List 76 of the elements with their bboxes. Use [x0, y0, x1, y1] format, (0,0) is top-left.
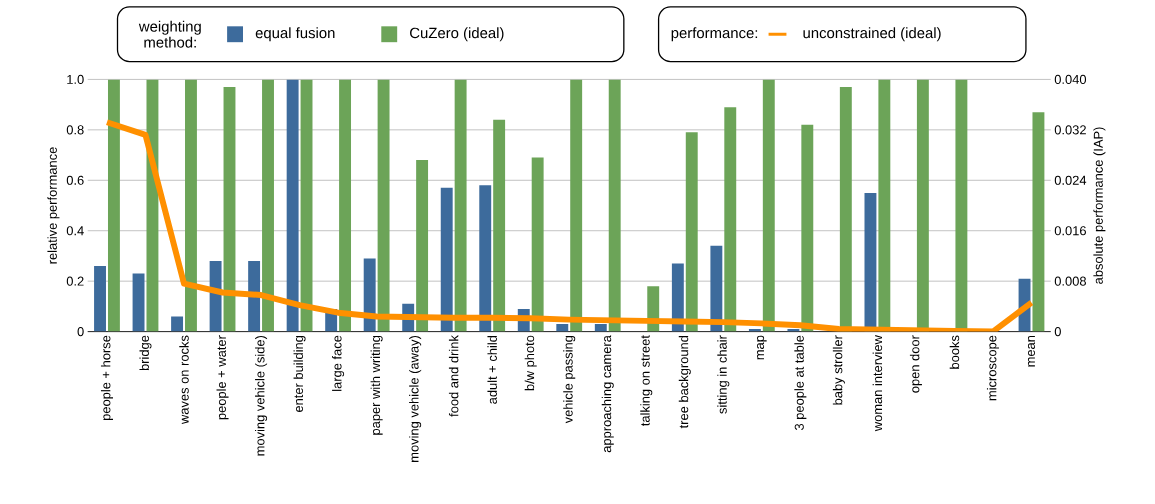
y2-tick-label: 0.032: [1054, 125, 1086, 135]
bar: [262, 79, 274, 332]
x-tick-label: paper with writing: [370, 335, 383, 435]
bar: [171, 316, 184, 332]
y2-tick-label: 0.040: [1054, 74, 1087, 84]
bar: [479, 185, 492, 332]
y-tick-label: 0.6: [66, 175, 84, 185]
bar: [671, 263, 684, 332]
bar: [209, 260, 222, 332]
x-tick-label: woman interview: [872, 334, 883, 432]
bar: [377, 79, 390, 332]
x-tick-label: large face: [332, 335, 345, 391]
x-tick-label: talking on street: [640, 335, 653, 426]
y-tick-label: 0: [77, 326, 84, 336]
x-tick-label: vehicle passing: [563, 335, 576, 424]
x-tick-label: adult + child: [487, 335, 497, 404]
bar: [801, 124, 814, 332]
text: performance:: [671, 27, 758, 41]
bar: [248, 260, 261, 332]
x-tick-label: waves on rocks: [179, 335, 189, 424]
x-tick-label: bridge: [139, 335, 152, 370]
bar: [223, 86, 236, 332]
bar: [608, 79, 621, 332]
x-tick-label: open door: [909, 335, 922, 393]
x-tick-label: baby stroller: [832, 335, 845, 405]
bar: [493, 119, 506, 332]
bar: [107, 79, 120, 332]
y-tick-label: 0.4: [66, 225, 84, 236]
y2-tick-label: 0.024: [1054, 175, 1087, 185]
x-tick-label: approaching camera: [601, 334, 614, 453]
y-tick-label: 0.8: [66, 125, 84, 135]
bar: [762, 79, 775, 332]
x-tick-label: microscope: [986, 335, 999, 401]
x-tick-label: sitting in chair: [717, 335, 730, 414]
bar: [685, 132, 698, 332]
bar: [416, 159, 429, 332]
x-tick-label: b/w photo: [524, 335, 537, 391]
bar: [185, 79, 197, 332]
legend-label: unconstrained (ideal): [803, 27, 941, 42]
x-tick-label: people + water: [216, 335, 229, 420]
x-tick-label: 3 people at table: [794, 335, 807, 430]
bar: [570, 79, 583, 332]
x-tick-label: people + horse: [100, 335, 113, 420]
bar: [724, 106, 737, 332]
x-tick-label: books: [949, 335, 960, 369]
y2-tick-label: 0: [1054, 326, 1061, 336]
y2-axis-title: absolute performance (IAP): [1093, 127, 1106, 284]
bar: [531, 157, 544, 332]
x-tick-label: food and drink: [448, 334, 459, 417]
y2-tick-label: 0.016: [1054, 225, 1086, 236]
bar: [363, 258, 376, 332]
bar: [132, 273, 145, 332]
legend-label: CuZero (ideal): [410, 27, 504, 42]
bar: [556, 323, 569, 332]
x-tick-label: map: [757, 335, 767, 360]
bar: [440, 187, 453, 332]
bar: [454, 79, 467, 332]
bar: [286, 79, 299, 332]
x-tick-label: enter building: [293, 335, 306, 412]
x-tick-label: tree background: [678, 335, 691, 428]
legend-label: equal fusion: [255, 27, 335, 42]
y-tick-label: 0.2: [66, 276, 84, 286]
bar: [1032, 112, 1045, 332]
y2-tick-label: 0.008: [1054, 276, 1086, 286]
legend-title: weighting method:: [138, 20, 201, 48]
x-tick-label: moving vehicle (side): [255, 335, 268, 456]
x-tick-label: moving vehicle (away): [409, 335, 422, 462]
bar: [339, 79, 352, 332]
bar: [300, 79, 313, 332]
bar: [710, 245, 723, 332]
y-axis-title: relative performance: [47, 147, 60, 264]
y-tick-label: 1.0: [67, 74, 84, 84]
x-tick-label: mean: [1027, 335, 1036, 367]
bar: [94, 265, 106, 332]
bar: [146, 79, 159, 332]
bar: [594, 323, 607, 332]
